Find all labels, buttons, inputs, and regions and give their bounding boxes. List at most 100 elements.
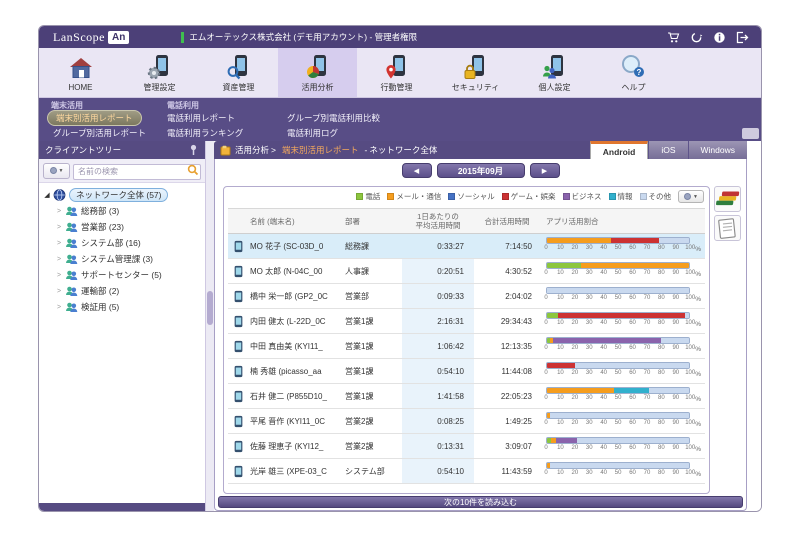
axis-tick: 30	[585, 270, 593, 276]
legend-label: その他	[648, 192, 672, 201]
ribbon-item-behavior-management[interactable]: 行動管理	[357, 48, 436, 97]
breadcrumb-separator: >	[271, 145, 276, 155]
tree-item[interactable]: > システム管理課 (3)	[39, 251, 205, 267]
ribbon-item-usage-analysis[interactable]: 活用分析	[278, 48, 357, 97]
tab-android[interactable]: Android	[589, 141, 649, 159]
legend-swatch	[387, 193, 395, 200]
table-row[interactable]: 内田 健太 (L-22D_0C 営業1課 2:16:31 29:34:43 0 10 20 3…	[228, 309, 705, 334]
expander-icon[interactable]: >	[56, 271, 62, 279]
submenu-item-phone-log[interactable]: 電話利用ログ	[287, 128, 339, 138]
table-row[interactable]: 平尾 晋作 (KYI11_0C 営業2課 0:08:25 1:49:25 0 10 20 30…	[228, 409, 705, 434]
breadcrumb-section[interactable]: 活用分析	[235, 145, 270, 155]
table-row[interactable]: MO 太郎 (N-04C_00 人事課 0:20:51 4:30:52 0 10 20 30 4…	[228, 259, 705, 284]
pin-icon[interactable]	[188, 144, 199, 156]
report-body: ◀ 2015年09月 ▶ 電話 メール・通信 ソーシャル ゲーム・娯楽 ビジネス 情報 その…	[214, 159, 747, 511]
ribbon-item-asset-management[interactable]: 資産管理	[199, 48, 278, 97]
tree-item[interactable]: > システム部 (16)	[39, 235, 205, 251]
axis-tick: 50	[614, 295, 622, 301]
ribbon-item-home[interactable]: HOME	[41, 48, 120, 97]
ribbon-item-help[interactable]: ? ヘルプ	[594, 48, 673, 97]
device-name-cell: 楠 秀雄 (picasso_aa	[250, 366, 322, 376]
table-row[interactable]: 石井 健二 (P855D10_ 営業1課 1:41:58 22:05:23 0 10 20 3…	[228, 384, 705, 409]
tree-item[interactable]: > 総務部 (3)	[39, 203, 205, 219]
submenu-item-device-report[interactable]: 端末別活用レポート	[47, 110, 142, 126]
expander-icon[interactable]: >	[56, 303, 62, 311]
submenu-item-phone-ranking[interactable]: 電話利用ランキング	[167, 128, 244, 138]
tree-item[interactable]: > サポートセンター (5)	[39, 267, 205, 283]
tree-item[interactable]: > 検証用 (5)	[39, 299, 205, 315]
axis-tick: 50	[614, 470, 622, 476]
device-name-cell: 光岸 雄三 (XPE-03_C	[250, 466, 327, 476]
table-row[interactable]: 光岸 雄三 (XPE-03_C システム部 0:54:10 11:43:59 0 10 20…	[228, 459, 705, 484]
tree-root[interactable]: ◢ ネットワーク全体 (57)	[39, 187, 205, 203]
axis-unit: %	[695, 346, 701, 353]
axis-tick: 40	[600, 245, 608, 251]
legend-item: ゲーム・娯楽	[501, 191, 556, 202]
cart-icon[interactable]	[667, 31, 680, 44]
axis-tick: 80	[658, 345, 665, 351]
axis-tick: 30	[585, 420, 593, 426]
logout-icon[interactable]	[736, 31, 749, 44]
submenu-item-group-phone-compare[interactable]: グループ別電話利用比較	[287, 113, 380, 123]
help-icon: ?	[620, 53, 648, 81]
axis-tick: 70	[643, 370, 651, 376]
info-icon[interactable]	[713, 31, 726, 44]
search-icon[interactable]	[187, 163, 199, 176]
bar-segment-mail	[581, 263, 690, 268]
excel-export-icon[interactable]	[714, 186, 741, 212]
expander-icon[interactable]: >	[56, 287, 62, 295]
usage-bar	[546, 312, 691, 319]
next-month-button[interactable]: ▶	[529, 163, 560, 178]
stacked-bar: 0 10 20 30 40 50 60 70 80 90 100	[544, 237, 695, 254]
tree-item[interactable]: > 営業部 (23)	[39, 219, 205, 235]
table-row[interactable]: 楠 秀雄 (picasso_aa 営業1課 0:54:10 11:44:08 0 10 20…	[228, 359, 705, 384]
header-ratio: アプリ活用割合	[546, 216, 599, 226]
department-cell: 営業1課	[345, 391, 374, 401]
bar-segment-other	[660, 338, 690, 343]
table-row[interactable]: 佐藤 理恵子 (KYI12_ 営業2課 0:13:31 3:09:07 0 10 20 30 4…	[228, 434, 705, 459]
expander-icon[interactable]: ◢	[44, 192, 50, 199]
month-selector-button[interactable]: 2015年09月	[436, 163, 525, 178]
expander-icon[interactable]: >	[56, 207, 62, 215]
ribbon-label: 資産管理	[222, 82, 255, 92]
prev-month-button[interactable]: ◀	[401, 163, 432, 178]
axis-tick: 100	[685, 245, 696, 251]
axis-tick: 70	[643, 420, 651, 426]
department-cell: 営業部	[345, 291, 369, 301]
submenu-item-phone-report[interactable]: 電話利用レポート	[167, 113, 236, 123]
tab-windows[interactable]: Windows	[687, 141, 747, 159]
submenu-scroll-handle[interactable]	[742, 128, 759, 139]
table-row[interactable]: 中田 真由美 (KYI11_ 営業1課 1:06:42 12:13:35 0 10 20 30…	[228, 334, 705, 359]
table-row[interactable]: 橋中 栄一郎 (GP2_0C 営業部 0:09:33 2:04:02 0 10 20 30 40…	[228, 284, 705, 309]
bar-axis: 0 10 20 30 40 50 60 70 80 90 100	[544, 320, 695, 329]
panel-splitter[interactable]	[206, 141, 214, 511]
splitter-handle[interactable]	[207, 291, 213, 325]
header-name: 名前 (端末名)	[250, 216, 295, 226]
avg-usage-cell: 0:09:33	[402, 284, 474, 308]
load-more-button[interactable]: 次の10件を読み込む	[218, 496, 743, 508]
next-icon: ▶	[541, 167, 548, 175]
sync-icon[interactable]	[690, 31, 703, 44]
ribbon-item-admin-settings[interactable]: 管理設定	[120, 48, 199, 97]
bar-segment-phone	[547, 338, 550, 343]
total-usage-cell: 11:43:59	[501, 466, 532, 476]
expander-icon[interactable]: >	[56, 223, 62, 231]
ribbon-item-security[interactable]: セキュリティ	[436, 48, 515, 97]
tab-ios[interactable]: iOS	[648, 141, 688, 159]
behavior-management-icon	[383, 53, 411, 81]
print-report-icon[interactable]	[714, 215, 741, 241]
legend-item: 電話	[356, 191, 380, 202]
bar-segment-mail	[547, 238, 611, 243]
ribbon-item-personal-settings[interactable]: 個人設定	[515, 48, 594, 97]
expander-icon[interactable]: >	[56, 239, 62, 247]
legend-options-button[interactable]: ▼	[678, 190, 704, 203]
security-icon	[462, 53, 490, 81]
tree-filter-dropdown[interactable]: ▼	[43, 162, 70, 179]
axis-tick: 0	[544, 320, 548, 326]
search-input[interactable]	[73, 163, 201, 180]
expander-icon[interactable]: >	[56, 255, 62, 263]
table-row[interactable]: MO 花子 (SC-03D_0 総務課 0:33:27 7:14:50 0 10 20 30 4…	[228, 234, 705, 259]
submenu-item-group-report[interactable]: グループ別活用レポート	[53, 128, 146, 138]
axis-tick: 60	[629, 295, 636, 301]
tree-item[interactable]: > 運輸部 (2)	[39, 283, 205, 299]
